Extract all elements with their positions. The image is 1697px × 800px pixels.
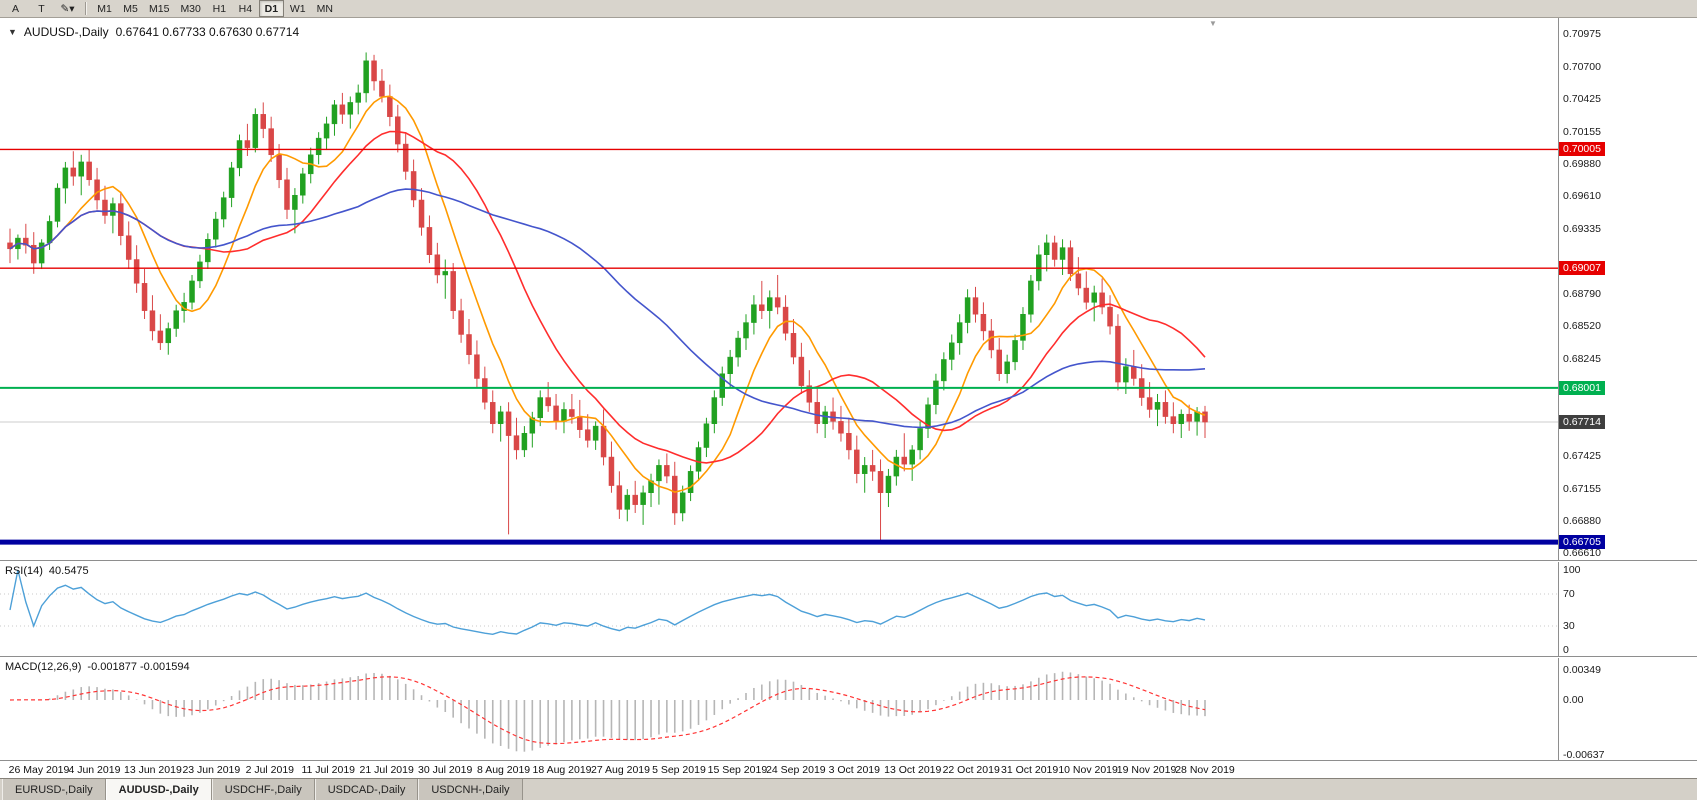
price-tag: 0.68001 [1559,380,1605,395]
rsi-plot[interactable] [0,562,1558,656]
price-axis[interactable]: 0.70975 0.70700 0.70425 0.70155 0.69880 0.696… [1558,18,1696,560]
price-tick: 0.70700 [1563,60,1601,73]
date-label: 15 Sep 2019 [707,764,768,776]
panel-separator[interactable] [0,560,1697,562]
price-tick: 0.69610 [1563,190,1601,203]
date-label: 8 Aug 2019 [477,764,531,776]
date-label: 28 Nov 2019 [1175,764,1235,776]
one-click-trading-icon[interactable]: ▼ [8,27,17,37]
macd-label: MACD(12,26,9) -0.001877 -0.001594 [5,661,190,673]
date-label: 24 Sep 2019 [766,764,826,776]
price-tag: 0.66705 [1559,535,1605,550]
timeframe-h4[interactable]: H4 [238,2,253,15]
date-label: 27 Aug 2019 [591,764,650,776]
timeframe-buttons-group: M1 M5 M15 M30 H1 H4 D1 W1 MN [92,0,338,17]
date-label: 18 Aug 2019 [532,764,592,776]
price-tag: 0.69007 [1559,261,1605,276]
price-tick: 0.70155 [1563,125,1601,138]
date-label: 13 Jun 2019 [123,764,182,776]
rsi-tick: 100 [1563,564,1581,576]
macd-tick: 0.00349 [1563,664,1601,676]
rsi-panel: 100 70 30 0 RSI(14) 40.5475 [0,562,1697,656]
macd-name: MACD(12,26,9) [5,661,82,673]
date-label: 11 Jul 2019 [301,764,355,776]
price-tick: 0.66880 [1563,515,1601,528]
timeframe-mn[interactable]: MN [316,2,333,15]
date-label: 19 Nov 2019 [1116,764,1177,776]
time-axis[interactable]: 26 May 2019 4 Jun 2019 13 Jun 2019 23 Jun 2… [0,760,1697,778]
date-label: 26 May 2019 [8,764,70,776]
tab-usdcnh-daily[interactable]: USDCNH-,Daily [418,779,523,800]
main-chart-panel: 0.70975 0.70700 0.70425 0.70155 0.69880 0.696… [0,18,1697,560]
tab-usdchf-daily[interactable]: USDCHF-,Daily [211,779,315,800]
price-shift-marker-icon[interactable]: ▼ [1209,19,1217,28]
macd-tick: 0.00 [1563,694,1584,706]
tab-audusd-daily[interactable]: AUDUSD-,Daily [105,779,212,800]
price-tick: 0.68520 [1563,320,1601,333]
chart-title: ▼ AUDUSD-,Daily 0.67641 0.67733 0.67630 … [8,25,299,39]
price-tick: 0.67425 [1563,450,1601,463]
price-tick: 0.68245 [1563,352,1601,365]
date-label: 30 Jul 2019 [417,764,473,776]
rsi-tick: 70 [1563,588,1575,600]
text-tool-button[interactable]: T [38,2,45,15]
macd-axis[interactable]: 0.00349 0.00 -0.00637 [1558,658,1696,760]
chart-ohlc-values: 0.67641 0.67733 0.67630 0.67714 [115,25,300,39]
rsi-value: 40.5475 [48,565,89,577]
toolbar: A T ✎▾ M1 M5 M15 M30 H1 H4 D1 W1 MN [0,0,1697,18]
timeframe-m1[interactable]: M1 [97,2,112,15]
panel-separator[interactable] [0,656,1697,658]
toolbar-separator [85,2,87,15]
price-tick: 0.67155 [1563,482,1601,495]
timeframe-m5[interactable]: M5 [123,2,138,15]
timeframe-m15[interactable]: M15 [149,2,170,15]
date-label: 23 Jun 2019 [182,764,241,776]
tool-buttons-group: A T ✎▾ [3,0,80,17]
main-chart-plot[interactable] [0,18,1558,560]
date-label: 4 Jun 2019 [68,764,121,776]
macd-panel: 0.00349 0.00 -0.00637 MACD(12,26,9) -0.001… [0,658,1697,760]
price-tick: 0.66610 [1563,547,1601,560]
timeframe-w1[interactable]: W1 [289,2,306,15]
price-tag: 0.67714 [1559,415,1605,430]
price-tick: 0.69880 [1563,158,1601,171]
date-label: 3 Oct 2019 [828,764,880,776]
macd-plot[interactable] [0,658,1558,760]
tab-usdcad-daily[interactable]: USDCAD-,Daily [314,779,419,800]
date-label: 10 Nov 2019 [1058,764,1118,776]
chart-symbol-period: AUDUSD-,Daily [23,25,109,39]
date-label: 22 Oct 2019 [942,764,1000,776]
price-tick: 0.68790 [1563,288,1601,300]
arrow-tool-button[interactable]: A [11,2,19,15]
price-tick: 0.70975 [1563,28,1601,40]
timeframe-h1[interactable]: H1 [212,2,227,15]
draw-tool-button[interactable]: ✎▾ [60,2,75,15]
rsi-label: RSI(14) 40.5475 [5,565,89,577]
price-tick: 0.70425 [1563,93,1601,106]
rsi-name: RSI(14) [5,565,43,577]
date-label: 5 Sep 2019 [652,764,706,776]
price-tag: 0.70005 [1559,142,1605,157]
date-label: 2 Jul 2019 [245,764,295,776]
price-tick: 0.69335 [1563,223,1601,236]
timeframe-d1[interactable]: D1 [258,0,284,17]
date-label: 31 Oct 2019 [1001,764,1059,776]
rsi-tick: 0 [1563,644,1569,656]
timeframe-m30[interactable]: M30 [180,2,201,15]
date-label: 13 Oct 2019 [884,764,942,776]
tab-eurusd-daily[interactable]: EURUSD-,Daily [2,779,106,800]
rsi-axis[interactable]: 100 70 30 0 [1558,562,1696,656]
chart-tab-bar: EURUSD-,Daily AUDUSD-,Daily USDCHF-,Daily U… [0,778,1697,800]
macd-values: -0.001877 -0.001594 [87,661,190,673]
rsi-tick: 30 [1563,620,1575,632]
macd-tick: -0.00637 [1563,748,1605,761]
date-label: 21 Jul 2019 [359,764,414,776]
